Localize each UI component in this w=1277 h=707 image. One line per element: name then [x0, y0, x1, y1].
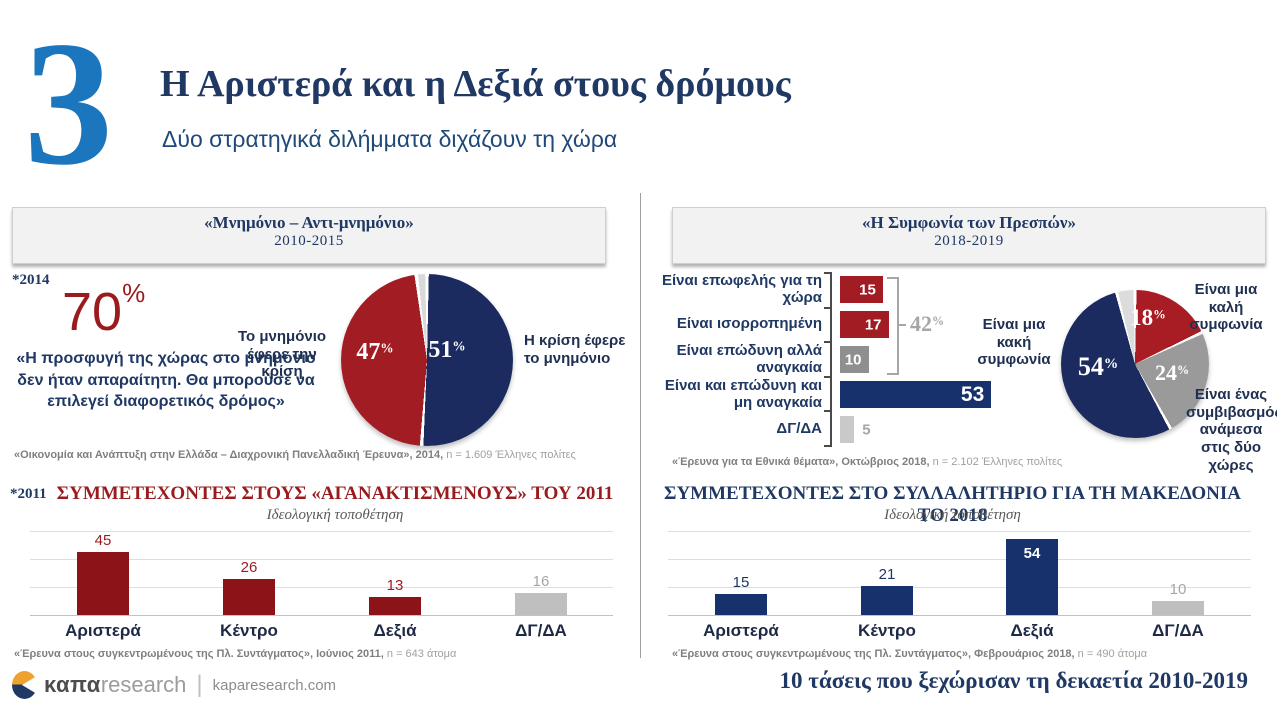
stat-quote: «Η προσφυγή της χώρας στο μνημόνιο δεν ή… [16, 350, 316, 411]
category-label: Κέντρο [220, 621, 278, 640]
axis-tick [824, 445, 830, 447]
right-source-2: «Έρευνα στους συγκεντρωμένους της Πλ. Συ… [672, 648, 1148, 660]
right-chart-title: ΣΥΜΜΕΤΕΧΟΝΤΕΣ ΣΤΟ ΣΥΛΛΑΛΗΤΗΡΙΟ ΓΙΑ ΤΗ ΜΑ… [664, 483, 1241, 526]
logo-brand-bold: καπα [44, 672, 101, 697]
prespes-hbar-chart: Είναι επωφελής για τη χώρα 15 Είναι ισορ… [655, 272, 1015, 447]
category-label: Αριστερά [65, 621, 141, 640]
axis-tick [824, 376, 830, 378]
right-panel-period: 2018-2019 [934, 233, 1004, 249]
group-annotation-42: 42% [910, 311, 945, 336]
pie1-pct-51: 51% [428, 337, 466, 363]
page-subtitle: Δύο στρατηγικά διλήμματα διχάζουν τη χώρ… [162, 126, 618, 152]
category-label: Δεξιά [1010, 621, 1054, 640]
panel-divider [640, 193, 641, 658]
left-panel-header: «Μνημόνιο – Αντι-μνημόνιο» 2010-2015 [12, 207, 606, 264]
category-label: Αριστερά [703, 621, 779, 640]
bar-column: 15 [715, 531, 767, 615]
gridline [668, 587, 1251, 588]
left-year-tag-2: *2011 [10, 486, 47, 502]
gridline [30, 587, 613, 588]
right-bar-chart: 15 21 54 10 [668, 531, 1251, 616]
bar [861, 585, 913, 615]
left-bar-chart: 45 26 13 16 [30, 531, 613, 616]
left-panel-period: 2010-2015 [274, 233, 344, 249]
pie2-pct-54: 54% [1077, 352, 1119, 381]
pie1-label-left: Το μνημόνιο έφερε την κρίση [237, 328, 327, 381]
pie2-pct-24: 24% [1154, 360, 1190, 385]
group-bracket [887, 277, 899, 375]
pie2-label-good: Είναι μια καλή συμφωνία [1189, 281, 1263, 334]
prespes-pie-chart [1061, 290, 1209, 438]
bar: 10 [840, 346, 869, 373]
axis-tick [824, 341, 830, 343]
right-source-1: «Έρευνα για τα Εθνικά θέματα», Οκτώβριος… [672, 456, 1063, 468]
axis-tick [824, 410, 830, 412]
bar-column: 45 [77, 531, 129, 615]
bar: 53 [840, 381, 992, 408]
category-label: ΔΓ/ΔΑ [515, 621, 567, 640]
axis-tick [824, 307, 830, 309]
logo-separator: | [196, 671, 203, 698]
page-title: Η Αριστερά και η Δεξιά στους δρόμους [160, 63, 791, 105]
bar-column: 16 [515, 531, 567, 615]
bar [223, 578, 275, 615]
bar: 15 [840, 276, 883, 303]
hbar-row: Είναι επωφελής για τη χώρα 15 [655, 272, 1015, 307]
gridline [30, 559, 613, 560]
bar [515, 592, 567, 615]
pie2-label-compromise: Είναι ένας συμβιβασμός ανάμεσα στις δύο … [1186, 386, 1277, 474]
left-panel-title: «Μνημόνιο – Αντι-μνημόνιο» [204, 213, 414, 232]
pie2-pct-18: 18% [1130, 305, 1166, 330]
right-panel-title: «Η Συμφωνία των Πρεσπών» [862, 213, 1076, 232]
bar-column: 21 [861, 531, 913, 615]
memorandum-pie-chart [341, 274, 513, 446]
gridline [30, 531, 613, 532]
kapa-logo-icon [12, 671, 37, 699]
left-source-1: «Οικονομία και Ανάπτυξη στην Ελλάδα – Δι… [14, 449, 576, 461]
axis-baseline [668, 615, 1251, 616]
bar [715, 594, 767, 615]
right-chart-subtitle: Ιδεολογική τοποθέτηση [884, 507, 1021, 523]
category-label: Κέντρο [858, 621, 916, 640]
category-label: ΔΓ/ΔΑ [1152, 621, 1204, 640]
bar-column: 54 [1006, 531, 1058, 615]
hbar-axis [830, 272, 832, 447]
bar: 17 [840, 311, 889, 338]
pie2-label-bad: Είναι μια κακή συμφωνία [977, 316, 1051, 369]
slide-number: 3 [24, 4, 113, 202]
gridline [668, 531, 1251, 532]
bar: 5 [840, 416, 871, 443]
left-chart-subtitle: Ιδεολογική τοποθέτηση [266, 507, 404, 523]
bar-column: 13 [369, 531, 421, 615]
stat-70-value: 70 [62, 282, 123, 342]
bar [1152, 601, 1204, 615]
axis-tick [824, 272, 830, 274]
bar [77, 552, 129, 615]
axis-baseline [30, 615, 613, 616]
left-chart-title: ΣΥΜΜΕΤΕΧΟΝΤΕΣ ΣΤΟΥΣ «ΑΓΑΝΑΚΤΙΣΜΕΝΟΥΣ» ΤΟ… [56, 483, 614, 504]
gridline [668, 559, 1251, 560]
bar [1006, 539, 1058, 615]
left-year-tag: *2014 [12, 272, 50, 288]
bar [369, 596, 421, 615]
bar-column: 10 [1152, 531, 1204, 615]
footer-tagline: 10 τάσεις που ξεχώρισαν τη δεκαετία 2010… [779, 668, 1249, 693]
category-label: Δεξιά [373, 621, 417, 640]
pie1-label-right: Η κρίση έφερε το μνημόνιο [524, 332, 626, 367]
logo-site-url: kaparesearch.com [212, 676, 337, 694]
kapa-research-logo: καπα research | kaparesearch.com [12, 668, 336, 702]
stat-70-percent: 70% [62, 278, 145, 343]
bar-column: 26 [223, 531, 275, 615]
logo-brand-light: research [100, 672, 187, 697]
right-panel-header: «Η Συμφωνία των Πρεσπών» 2018-2019 [672, 207, 1266, 264]
hbar-row: Είναι επώδυνη αλλά αναγκαία 10 [655, 342, 1015, 377]
percent-sign: % [122, 278, 146, 308]
hbar-row: Είναι ισορροπημένη 17 [655, 307, 1015, 342]
bracket-tick [899, 324, 906, 326]
left-source-2: «Έρευνα στους συγκεντρωμένους της Πλ. Συ… [14, 648, 457, 660]
hbar-row: ΔΓ/ΔΑ 5 [655, 412, 1015, 447]
hbar-row: Είναι και επώδυνη και μη αναγκαία 53 [655, 377, 1015, 412]
pie1-pct-47: 47% [356, 339, 394, 365]
